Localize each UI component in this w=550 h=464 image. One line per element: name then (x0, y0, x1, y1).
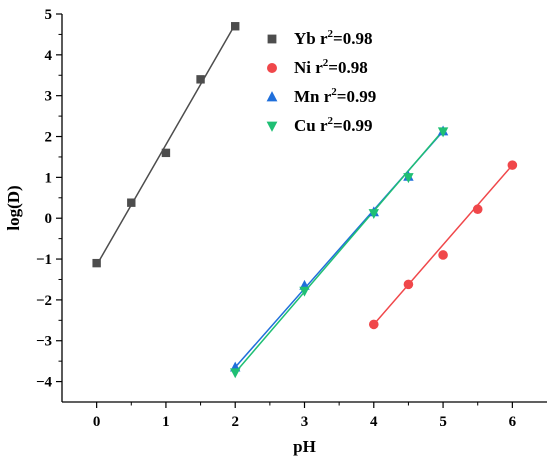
point-ni (368, 319, 379, 330)
point-yb (127, 198, 136, 207)
point-cu (437, 127, 449, 138)
x-tick-label: 5 (439, 414, 447, 430)
y-tick-label: 0 (45, 211, 53, 227)
y-tick-label: 1 (45, 170, 53, 186)
y-tick-label: 2 (45, 130, 53, 146)
fit-line-cu (234, 129, 444, 374)
legend-marker-ni (267, 63, 277, 73)
x-tick-label: 2 (231, 414, 239, 430)
point-yb (196, 75, 205, 84)
y-tick-label: −4 (36, 375, 53, 391)
y-tick-label: −1 (36, 252, 52, 268)
legend-label-cu: Cu r2=0.99 (294, 115, 372, 135)
legend: Yb r2=0.98 Ni r2=0.98 Mn r2=0.99 Cu r2=0.99 (266, 28, 376, 135)
data-markers (92, 22, 518, 379)
point-cu (403, 173, 414, 184)
fit-line-ni (373, 164, 513, 325)
point-yb (231, 22, 240, 31)
point-cu (230, 368, 241, 379)
point-ni (507, 160, 518, 170)
x-tick-label: 3 (301, 414, 309, 430)
legend-label-yb: Yb r2=0.98 (294, 28, 372, 48)
point-yb (161, 148, 171, 158)
legend-marker-mn (266, 91, 278, 102)
fit-line-yb (95, 23, 236, 266)
legend-label-ni: Ni r2=0.98 (294, 57, 368, 77)
point-ni (403, 279, 414, 290)
point-ni (438, 250, 448, 260)
x-axis-title: pH (293, 437, 316, 456)
y-tick-label: 4 (45, 48, 53, 64)
y-axis-title: log(D) (4, 185, 23, 230)
y-tick-label: −3 (36, 334, 52, 350)
legend-label-mn: Mn r2=0.99 (294, 86, 376, 106)
y-tick-label: −2 (36, 293, 52, 309)
y-tick-label: 3 (45, 89, 53, 105)
y-tick-label: 5 (45, 7, 53, 23)
fit-lines (95, 23, 513, 374)
axes: 0 1 2 3 4 5 6 −4 −3 −2 −1 0 1 2 3 4 5 (36, 7, 547, 430)
x-tick-label: 1 (162, 414, 170, 430)
x-tick-label: 4 (370, 414, 378, 430)
x-tick-label: 0 (93, 414, 101, 430)
point-cu (368, 209, 379, 220)
legend-marker-yb (267, 34, 277, 44)
legend-marker-cu (266, 121, 278, 132)
point-ni (472, 204, 483, 215)
point-cu (299, 286, 310, 297)
x-tick-label: 6 (509, 414, 517, 430)
point-yb (92, 258, 101, 268)
